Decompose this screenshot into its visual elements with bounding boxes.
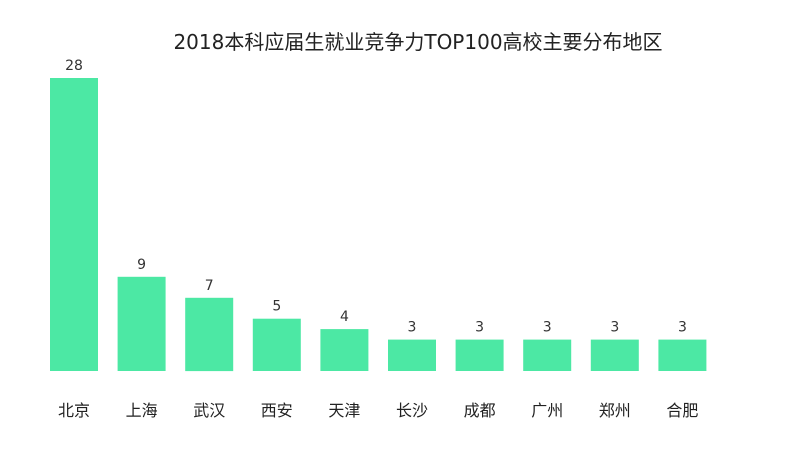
bar-0 (50, 78, 98, 371)
value-label-2: 7 (205, 278, 214, 294)
bar-9 (658, 339, 707, 371)
category-label-4: 天津 (328, 401, 360, 420)
category-label-1: 上海 (126, 401, 158, 420)
category-label-0: 北京 (58, 401, 90, 420)
bar-8 (590, 339, 639, 371)
value-label-1: 9 (137, 257, 146, 273)
bar-3 (252, 318, 301, 371)
bars-group (50, 78, 707, 372)
bar-1 (117, 276, 166, 371)
bar-6 (455, 339, 504, 371)
bar-4 (320, 329, 369, 371)
category-label-3: 西安 (261, 401, 293, 420)
value-label-4: 4 (340, 309, 349, 325)
value-labels-group: 28 9 7 5 4 3 3 3 3 3 (65, 58, 687, 336)
category-label-5: 长沙 (396, 401, 428, 420)
bar-2 (185, 297, 234, 372)
category-label-9: 合肥 (666, 401, 698, 420)
value-label-7: 3 (543, 320, 552, 336)
value-label-5: 3 (408, 320, 417, 336)
value-label-0: 28 (65, 58, 83, 74)
value-label-9: 3 (678, 320, 687, 336)
bar-7 (523, 339, 572, 371)
category-label-2: 武汉 (193, 401, 225, 420)
value-label-6: 3 (475, 320, 484, 336)
value-label-3: 5 (272, 299, 281, 315)
category-label-7: 广州 (531, 401, 563, 420)
category-label-8: 郑州 (599, 401, 631, 420)
value-label-8: 3 (610, 320, 619, 336)
category-labels-group: 北京 上海 武汉 西安 天津 长沙 成都 广州 郑州 合肥 (58, 401, 698, 420)
category-label-6: 成都 (464, 401, 496, 420)
bar-5 (388, 339, 436, 371)
chart-title: 2018本科应届生就业竞争力TOP100高校主要分布地区 (173, 30, 662, 54)
